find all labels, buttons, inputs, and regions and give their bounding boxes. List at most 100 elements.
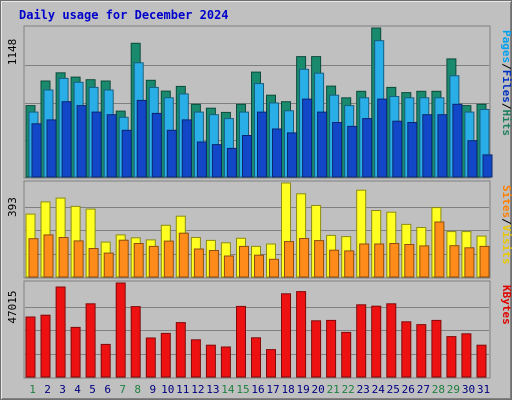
x-tick-label-day-16: 16	[251, 383, 264, 396]
bar-kbytes-day-1	[25, 316, 36, 378]
bar-kbytes-day-17	[266, 349, 276, 378]
bar-sites-day-5	[88, 248, 99, 278]
legend-kbytes: KBytes	[500, 285, 512, 325]
bar-pages-day-25	[392, 120, 403, 178]
bar-pages-day-14	[226, 147, 237, 178]
bar-pages-day-3	[61, 101, 72, 178]
bar-kbytes-day-18	[281, 293, 291, 378]
bar-sites-day-20	[314, 240, 325, 278]
bar-pages-day-4	[76, 105, 87, 178]
bar-kbytes-day-28	[431, 319, 442, 378]
bar-kbytes-day-26	[401, 321, 412, 378]
x-tick-label-day-5: 5	[89, 383, 96, 396]
bar-kbytes-day-14	[220, 346, 231, 378]
bar-pages-day-12	[196, 141, 207, 178]
x-tick-label-day-28: 28	[432, 383, 445, 396]
legend-separator: /	[500, 63, 512, 70]
legend-separator: /	[500, 103, 512, 110]
x-tick-label-day-22: 22	[342, 383, 355, 396]
bar-kbytes-day-10	[160, 332, 171, 378]
bar-pages-day-2	[46, 119, 57, 178]
bar-sites-day-2	[43, 234, 54, 278]
panel-2-legend: Sites/Visits	[500, 185, 512, 265]
legend-files: Files	[500, 70, 512, 103]
legend-pages: Pages	[500, 30, 512, 63]
bar-pages-day-6	[106, 114, 117, 178]
bar-kbytes-day-13	[205, 344, 216, 378]
bar-kbytes-day-30	[461, 333, 472, 378]
bar-sites-day-9	[148, 245, 159, 278]
bar-sites-day-4	[73, 240, 84, 278]
x-tick-label-day-21: 21	[327, 383, 340, 396]
bar-sites-day-3	[58, 237, 69, 278]
bar-kbytes-day-23	[356, 304, 367, 378]
bar-kbytes-day-15	[236, 305, 246, 378]
bar-kbytes-day-12	[190, 339, 201, 378]
bar-pages-day-10	[166, 129, 177, 178]
x-tick-label-day-14: 14	[221, 383, 235, 396]
bar-kbytes-day-29	[446, 336, 457, 378]
bar-sites-day-22	[344, 250, 355, 278]
bar-pages-day-22	[347, 125, 358, 178]
bar-pages-day-13	[211, 144, 222, 178]
x-tick-label-day-31: 31	[477, 383, 490, 396]
bar-kbytes-day-25	[386, 303, 397, 378]
bar-sites-day-21	[329, 249, 340, 278]
bar-kbytes-day-7	[115, 282, 126, 378]
bar-kbytes-day-20	[311, 320, 322, 378]
bar-sites-day-30	[464, 247, 475, 278]
bar-kbytes-day-21	[326, 319, 337, 378]
bar-pages-day-15	[242, 135, 252, 178]
bar-kbytes-day-11	[175, 322, 186, 378]
bar-pages-day-18	[287, 132, 297, 178]
bar-sites-day-6	[103, 252, 114, 278]
legend-hits: Hits	[500, 110, 512, 137]
bar-pages-day-8	[136, 99, 147, 178]
bar-kbytes-day-16	[251, 337, 261, 378]
bar-pages-day-17	[272, 128, 282, 178]
x-tick-label-day-18: 18	[281, 383, 294, 396]
x-tick-label-day-7: 7	[119, 383, 126, 396]
x-tick-label-day-30: 30	[462, 383, 475, 396]
panel-3-legend: KBytes	[500, 285, 512, 325]
bar-sites-day-28	[434, 221, 445, 278]
bar-pages-day-28	[437, 114, 448, 178]
bar-kbytes-day-9	[145, 337, 156, 378]
panel-2-max-label: 393	[6, 197, 19, 217]
bar-sites-day-8	[133, 243, 144, 278]
bar-pages-day-21	[332, 122, 343, 178]
x-tick-label-day-9: 9	[149, 383, 156, 396]
bar-kbytes-day-5	[85, 303, 96, 378]
bar-sites-day-13	[208, 250, 219, 278]
bar-pages-day-19	[302, 98, 313, 178]
bar-sites-day-11	[178, 232, 189, 278]
x-tick-label-day-27: 27	[417, 383, 430, 396]
x-tick-label-day-4: 4	[74, 383, 81, 396]
x-tick-label-day-19: 19	[296, 383, 309, 396]
x-tick-label-day-12: 12	[191, 383, 204, 396]
x-tick-label-day-3: 3	[59, 383, 66, 396]
bar-pages-day-26	[407, 122, 418, 178]
bar-kbytes-day-19	[296, 291, 307, 378]
x-tick-label-day-23: 23	[357, 383, 370, 396]
x-tick-label-day-6: 6	[104, 383, 111, 396]
bar-sites-day-31	[479, 245, 490, 278]
bar-sites-day-29	[449, 245, 460, 278]
chart-title: Daily usage for December 2024	[19, 8, 229, 22]
legend-visits: Visits	[500, 225, 512, 265]
bar-kbytes-day-8	[130, 306, 141, 378]
bar-pages-day-27	[422, 114, 433, 178]
bar-sites-day-19	[299, 238, 310, 278]
x-tick-label-day-13: 13	[206, 383, 219, 396]
panel-1-max-label: 1148	[6, 39, 19, 66]
x-tick-label-day-8: 8	[134, 383, 141, 396]
bar-kbytes-day-22	[341, 331, 352, 378]
bar-kbytes-day-3	[55, 286, 66, 378]
bar-sites-day-10	[163, 240, 174, 278]
bar-pages-day-1	[31, 123, 42, 178]
bar-sites-day-14	[223, 255, 234, 278]
bar-pages-day-31	[482, 154, 493, 178]
x-tick-label-day-29: 29	[447, 383, 460, 396]
legend-sites: Sites	[500, 185, 512, 218]
